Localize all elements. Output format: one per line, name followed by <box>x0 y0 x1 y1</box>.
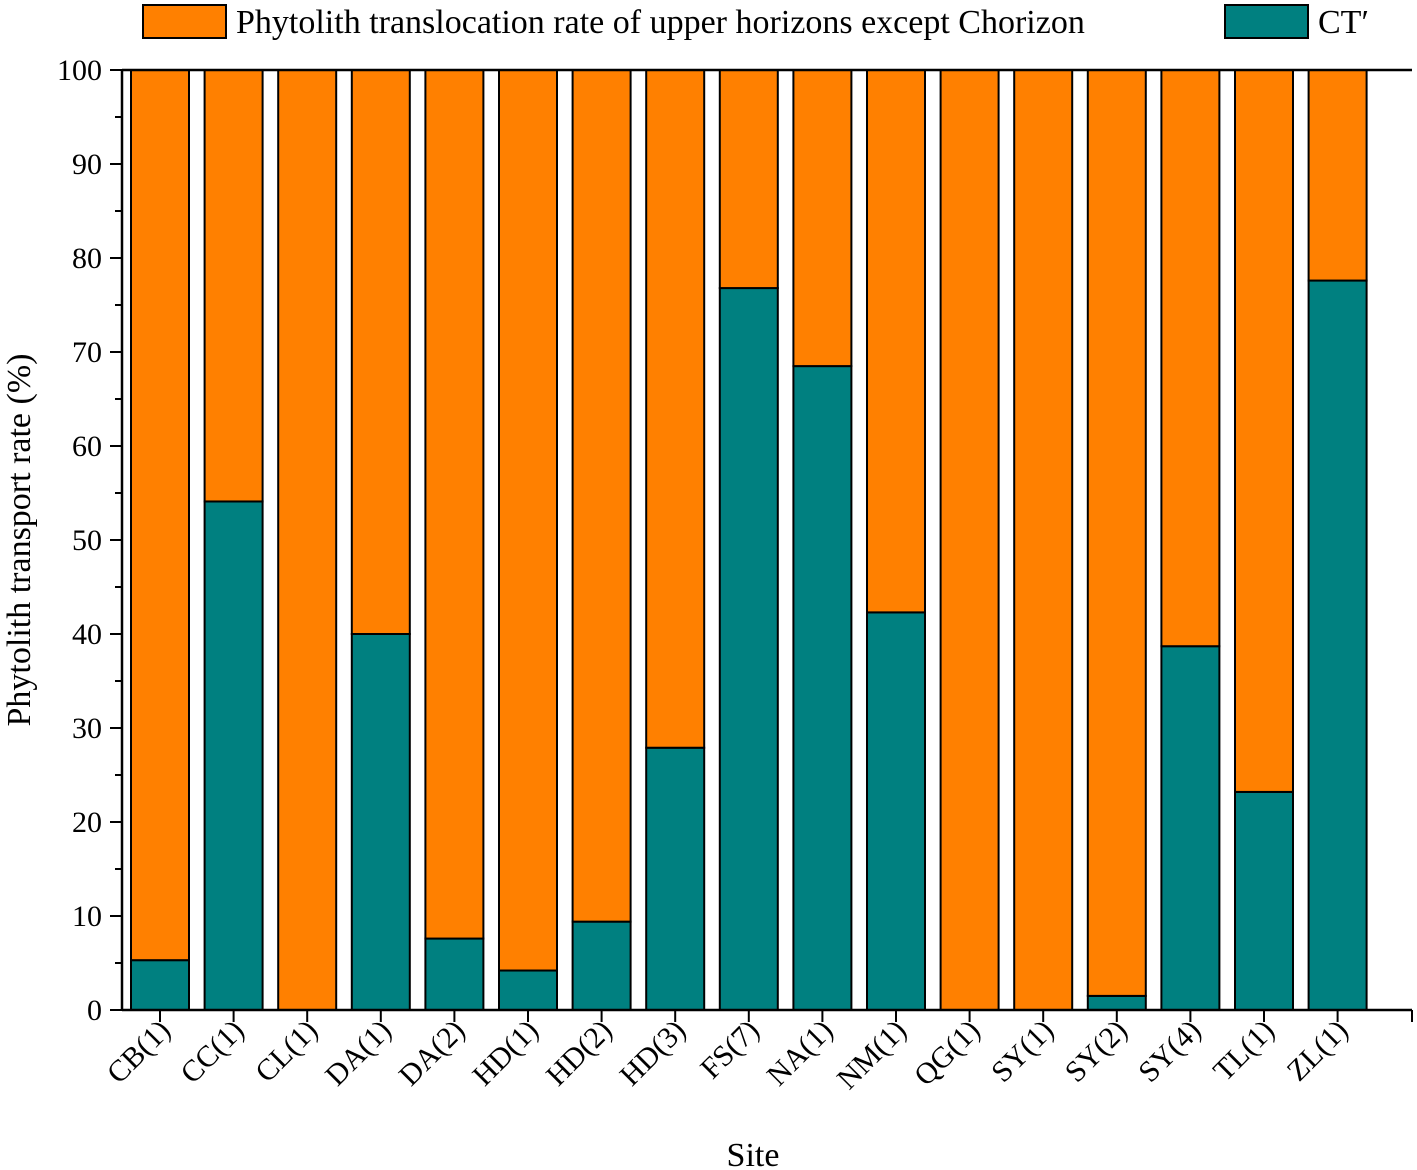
x-tick-label: CL(1) <box>249 1014 324 1089</box>
bar-translocation-8 <box>718 69 779 290</box>
bar-translocation-12 <box>1013 69 1074 1011</box>
y-tick-label: 40 <box>72 618 102 651</box>
x-tick-label: HD(3) <box>613 1014 692 1093</box>
bar-translocation-11 <box>939 69 1000 1011</box>
x-tick-label: QG(1) <box>908 1014 987 1093</box>
legend-swatch-translocation <box>142 4 227 39</box>
y-tick-label: 20 <box>72 806 102 839</box>
y-tick-label: 90 <box>72 148 102 181</box>
bar-ct-13 <box>1086 994 1147 1012</box>
bar-ct-7 <box>645 746 706 1011</box>
y-tick-label: 80 <box>72 242 102 275</box>
legend-swatch-ct <box>1224 4 1309 39</box>
y-tick-label: 60 <box>72 430 102 463</box>
y-tick-label: 70 <box>72 336 102 369</box>
x-tick-label: TL(1) <box>1207 1014 1281 1088</box>
y-tick-label: 100 <box>57 54 102 87</box>
legend-label-translocation: Phytolith translocation rate of upper ho… <box>236 4 1085 41</box>
y-tick-label: 0 <box>87 994 102 1027</box>
bar-translocation-10 <box>866 69 926 614</box>
x-tick-label: CB(1) <box>101 1014 177 1090</box>
bar-ct-9 <box>792 365 853 1012</box>
y-tick-label: 10 <box>72 900 102 933</box>
x-tick-label: HD(1) <box>466 1014 545 1093</box>
bar-ct-16 <box>1307 279 1368 1011</box>
bar-translocation-14 <box>1160 69 1221 648</box>
bars <box>130 69 1368 1012</box>
bar-translocation-6 <box>571 69 632 923</box>
bar-ct-1 <box>203 500 264 1011</box>
bar-translocation-9 <box>792 69 853 368</box>
legend-label-ct: CT′ <box>1318 4 1369 41</box>
bar-translocation-1 <box>203 69 264 503</box>
bar-ct-0 <box>130 959 190 1011</box>
x-tick-label: DA(1) <box>319 1014 398 1093</box>
y-axis-title: Phytolith transport rate (%) <box>1 354 38 727</box>
bar-translocation-13 <box>1086 69 1147 997</box>
bar-translocation-7 <box>645 69 706 749</box>
x-tick-label: SY(1) <box>985 1014 1060 1089</box>
x-tick-label: NM(1) <box>831 1014 913 1096</box>
bar-ct-3 <box>350 633 411 1011</box>
bar-ct-6 <box>571 920 632 1012</box>
x-tick-label: ZL(1) <box>1281 1014 1355 1088</box>
x-tick-label: DA(2) <box>393 1014 472 1093</box>
x-tick-label: FS(7) <box>694 1014 766 1086</box>
bar-ct-4 <box>424 937 485 1011</box>
x-tick-label: HD(2) <box>540 1014 619 1093</box>
bar-ct-8 <box>718 287 779 1011</box>
x-tick-label: NA(1) <box>761 1014 840 1093</box>
bar-translocation-5 <box>498 69 558 972</box>
bar-ct-14 <box>1160 645 1221 1011</box>
bar-translocation-2 <box>277 69 338 1011</box>
y-tick-label: 30 <box>72 712 102 745</box>
bar-translocation-15 <box>1234 69 1294 793</box>
y-tick-label: 50 <box>72 524 102 557</box>
x-axis-title: Site <box>727 1137 780 1170</box>
x-tick-label: CC(1) <box>174 1014 250 1090</box>
bar-ct-15 <box>1234 790 1294 1011</box>
bar-translocation-16 <box>1307 69 1368 282</box>
bar-ct-5 <box>498 969 558 1012</box>
bar-translocation-0 <box>130 69 190 962</box>
x-tick-label: SY(2) <box>1059 1014 1134 1089</box>
legend: Phytolith translocation rate of upper ho… <box>142 4 1369 41</box>
bar-translocation-4 <box>424 69 485 940</box>
x-tick-label: SY(4) <box>1132 1014 1207 1089</box>
bar-ct-10 <box>866 611 926 1011</box>
bar-translocation-3 <box>350 69 411 635</box>
